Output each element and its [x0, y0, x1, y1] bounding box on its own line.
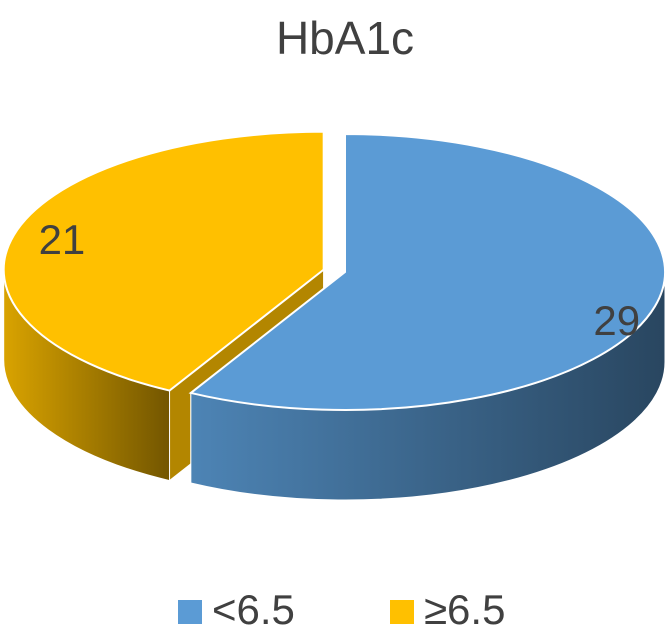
- pie-slice: [2, 130, 325, 392]
- chart-title: HbA1c: [276, 12, 414, 64]
- legend-label: ≥6.5: [424, 586, 505, 633]
- legend-label: <6.5: [212, 586, 295, 633]
- data-label: 29: [593, 297, 640, 344]
- pie-slice: [188, 132, 666, 411]
- legend-swatch: [390, 600, 414, 624]
- data-label: 21: [39, 216, 86, 263]
- legend-swatch: [178, 600, 202, 624]
